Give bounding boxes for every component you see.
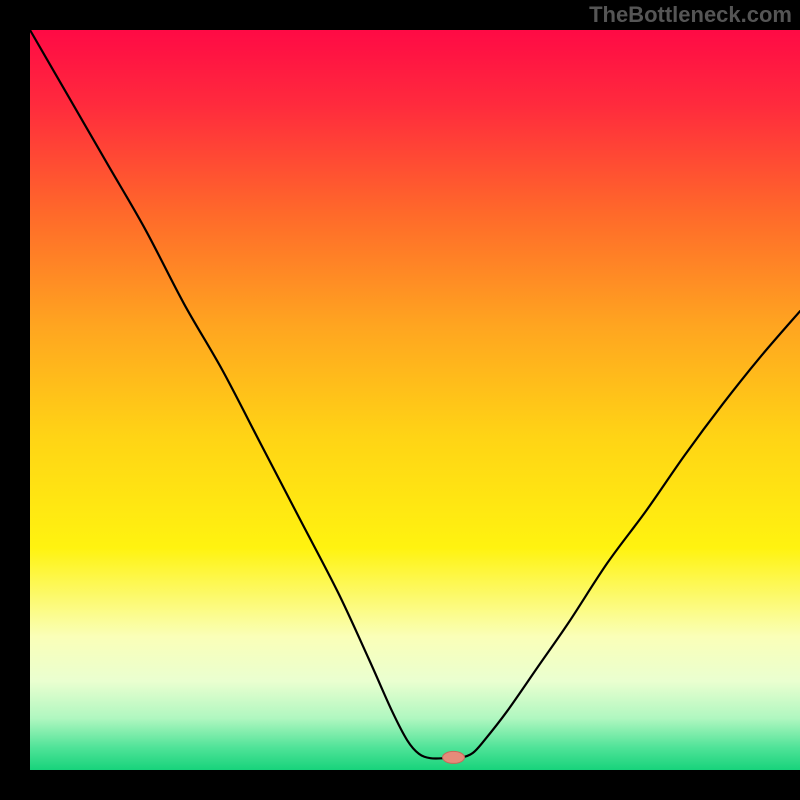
chart-container: { "canvas": { "width": 800, "height": 80… [0,0,800,800]
plot-background [30,30,800,770]
bottleneck-chart [0,0,800,800]
optimal-marker [443,751,465,763]
